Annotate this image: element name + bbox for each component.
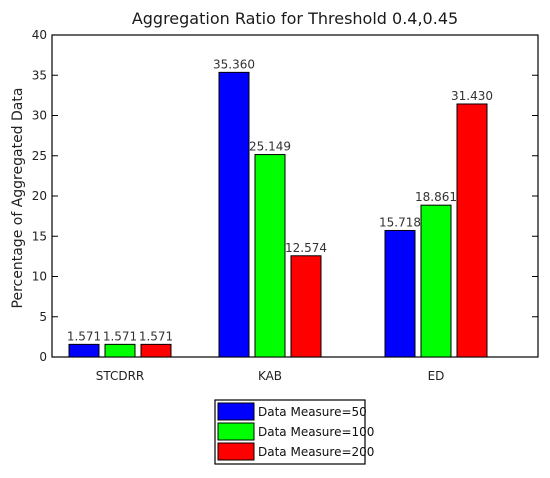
data-labels: 1.571 1.571 1.57135.36025.14912.57415.7181… — [67, 57, 493, 343]
bar-value-label: 1.571 — [139, 329, 173, 343]
y-tick-label: 20 — [32, 189, 47, 203]
legend-swatch — [217, 402, 255, 421]
legend-label: Data Measure=100 — [258, 425, 374, 439]
bar-value-label: 15.718 — [379, 215, 421, 229]
y-tick-label: 25 — [32, 149, 47, 163]
bar — [140, 343, 172, 358]
y-axis-ticks: 0 5 10 15 20 25 30 35 40 — [32, 28, 538, 364]
chart-title: Aggregation Ratio for Threshold 0.4,0.45 — [132, 9, 458, 28]
bar — [420, 204, 452, 358]
y-tick-label: 0 — [39, 350, 47, 364]
category-label: ED — [428, 369, 445, 383]
y-axis-label: Percentage of Aggregated Data — [10, 88, 26, 309]
legend: Data Measure=50 Data Measure=100 Data Meas… — [214, 399, 374, 465]
category-labels: STCDRR KAB ED — [96, 369, 445, 383]
bar — [254, 154, 286, 358]
bar-value-label: 12.574 — [285, 241, 327, 255]
bar-value-label: 35.360 — [213, 57, 255, 71]
bar-value-label: 1.571 — [103, 329, 137, 343]
category-label: KAB — [258, 369, 282, 383]
bar-value-label: 1.571 — [67, 329, 101, 343]
y-tick-label: 40 — [32, 28, 47, 42]
bar — [218, 71, 250, 358]
y-tick-label: 30 — [32, 109, 47, 123]
legend-label: Data Measure=200 — [258, 445, 374, 459]
y-tick-label: 10 — [32, 270, 47, 284]
bar-value-label: 18.861 — [415, 190, 457, 204]
bar — [384, 229, 416, 358]
bar — [290, 255, 322, 358]
bars — [68, 71, 488, 358]
legend-swatch — [217, 422, 255, 441]
bar — [68, 343, 100, 358]
legend-swatch — [217, 442, 255, 461]
bar — [104, 343, 136, 358]
y-tick-label: 35 — [32, 68, 47, 82]
legend-label: Data Measure=50 — [258, 405, 367, 419]
bar — [456, 103, 488, 358]
category-label: STCDRR — [96, 369, 145, 383]
bar-value-label: 31.430 — [451, 89, 493, 103]
y-tick-label: 15 — [32, 229, 47, 243]
y-tick-label: 5 — [39, 310, 47, 324]
bar-value-label: 25.149 — [249, 140, 291, 154]
